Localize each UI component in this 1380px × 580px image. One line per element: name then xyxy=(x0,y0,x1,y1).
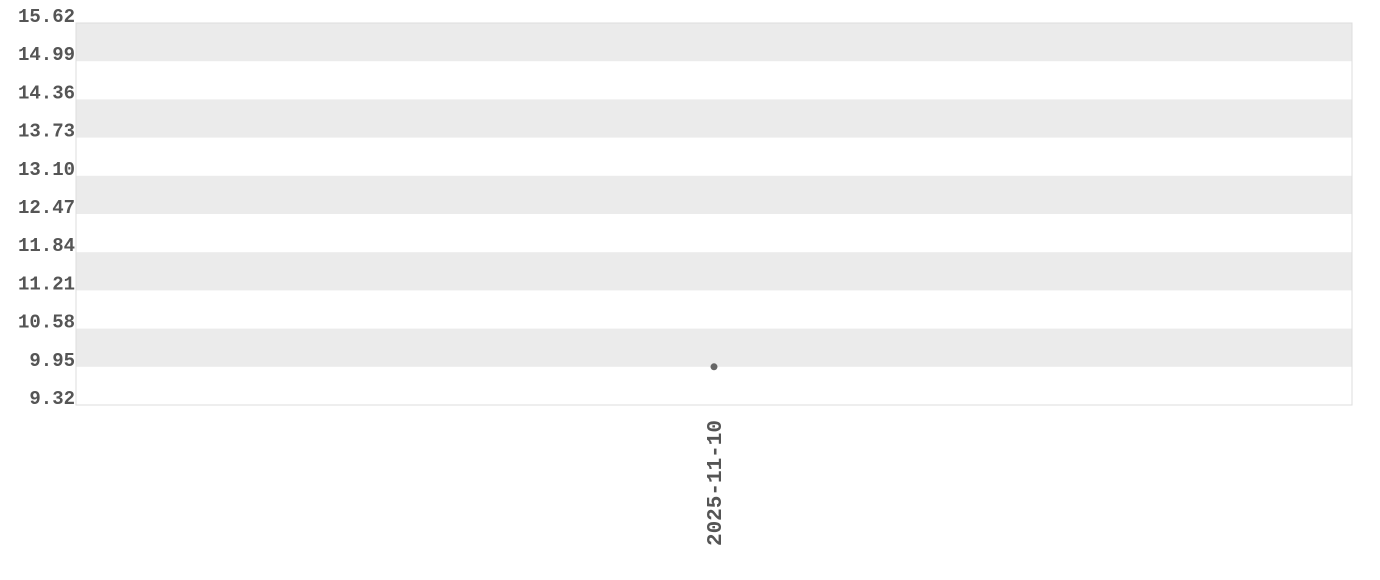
grid-band xyxy=(76,23,1352,62)
y-axis: 15.62 14.99 14.36 13.73 13.10 12.47 11.84 11.21… xyxy=(18,6,75,410)
grid-band xyxy=(76,175,1352,214)
grid-bands xyxy=(76,23,1352,367)
grid-band xyxy=(76,99,1352,138)
y-tick-label: 12.47 xyxy=(18,197,75,219)
y-tick-label: 15.62 xyxy=(18,6,75,28)
x-axis: 2025-11-10 xyxy=(705,420,728,546)
y-tick-label: 10.58 xyxy=(18,312,75,334)
y-tick-label: 9.95 xyxy=(29,350,75,372)
y-tick-label: 13.10 xyxy=(18,159,75,181)
y-tick-label: 13.73 xyxy=(18,121,75,143)
grid-band xyxy=(76,328,1352,367)
plot-area-border xyxy=(75,22,1353,406)
y-tick-label: 14.36 xyxy=(18,82,75,104)
data-points xyxy=(710,363,718,371)
y-tick-label: 14.99 xyxy=(18,44,75,66)
x-tick-label: 2025-11-10 xyxy=(705,420,728,546)
grid-band xyxy=(76,252,1352,291)
data-point[interactable] xyxy=(710,363,718,371)
y-tick-label: 11.84 xyxy=(18,235,75,257)
y-tick-label: 11.21 xyxy=(18,273,75,295)
y-tick-label: 9.32 xyxy=(29,388,75,410)
